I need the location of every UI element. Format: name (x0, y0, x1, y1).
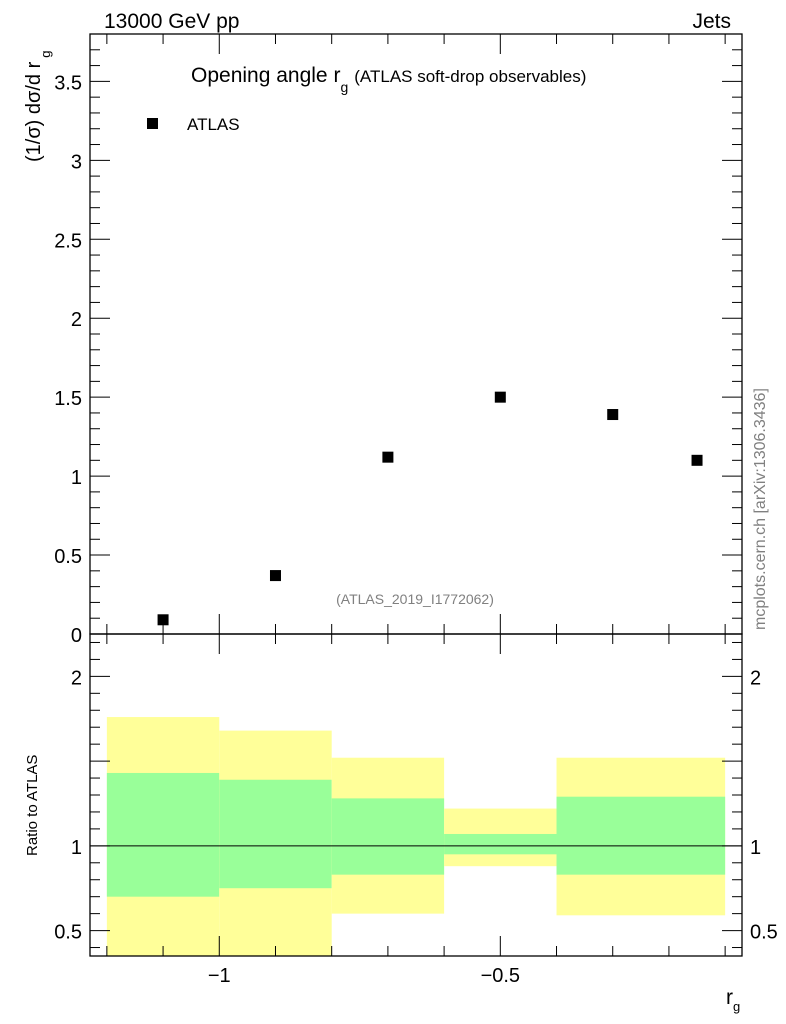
y-axis-label-sub: g (38, 51, 53, 58)
ratio-tick-label-left: 1 (71, 837, 82, 859)
data-point-5 (691, 454, 703, 466)
y-tick-label: 2 (71, 309, 82, 331)
data-points (157, 391, 703, 626)
ratio-tick-label-left: 0.5 (54, 922, 82, 944)
axis-tick-labels: 0 0.5 1 1.5 2 2.5 3 3.5 0.5 0.5 1 1 2 2 −1 −0.5 (54, 72, 778, 987)
ratio-tick-label-right: 0.5 (750, 922, 778, 944)
ratio-axis-label: Ratio to ATLAS (24, 755, 41, 856)
y-tick-label: 1 (71, 467, 82, 489)
header-right: Jets (692, 10, 731, 33)
y-tick-label: 0.5 (54, 546, 82, 568)
x-tick-label: −0.5 (481, 965, 520, 987)
ratio-tick-label-right: 2 (750, 667, 761, 689)
x-tick-label: −1 (208, 965, 231, 987)
data-point-3 (494, 391, 506, 403)
header-left: 13000 GeV pp (104, 10, 239, 33)
band-green-4 (556, 796, 726, 875)
plot-title-rest: (ATLAS soft-drop observables) (354, 67, 586, 86)
y-axis-label: (1/σ) dσ/d r g (23, 51, 53, 163)
data-point-4 (607, 409, 619, 421)
band-green-0 (106, 772, 220, 897)
x-axis-label-main: r (726, 986, 733, 1009)
plot-title-main: Opening angle r (191, 64, 340, 87)
side-credit: mcplots.cern.ch [arXiv:1306.3436] (752, 388, 769, 630)
ratio-tick-label-right: 1 (750, 837, 761, 859)
ratio-tick-label-left: 2 (71, 667, 82, 689)
y-tick-label: 0 (71, 625, 82, 647)
plot-title: Opening angle rg (ATLAS soft-drop observa… (191, 64, 586, 95)
band-green-2 (331, 798, 445, 875)
ratio-uncertainty-bands (106, 717, 726, 956)
data-point-1 (269, 570, 281, 582)
data-point-2 (382, 451, 394, 463)
x-axis-label: rg (726, 986, 740, 1014)
legend-marker-atlas (147, 118, 158, 129)
y-tick-label: 1.5 (54, 388, 82, 410)
plot-title-sub: g (340, 79, 348, 95)
band-green-1 (219, 779, 332, 889)
x-axis-label-sub: g (733, 999, 740, 1014)
band-green-3 (444, 833, 557, 855)
y-tick-label: 3.5 (54, 72, 82, 94)
legend-label-atlas: ATLAS (187, 115, 240, 134)
data-point-0 (157, 614, 169, 626)
axis-ticks (90, 34, 742, 956)
analysis-tag: (ATLAS_2019_I1772062) (336, 591, 494, 607)
ratio-plot-frame (89, 633, 743, 957)
y-tick-label: 2.5 (54, 230, 82, 252)
y-tick-label: 3 (71, 151, 82, 173)
y-axis-label-main: (1/σ) dσ/d r (23, 61, 45, 162)
